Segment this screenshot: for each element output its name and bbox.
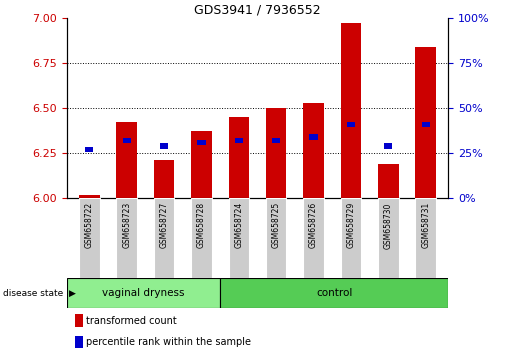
Bar [416, 47, 436, 198]
Bar [347, 121, 355, 127]
Bar [197, 139, 205, 145]
Text: GSM658726: GSM658726 [309, 202, 318, 249]
Bar [229, 117, 249, 198]
Text: transformed count: transformed count [86, 316, 177, 326]
Bar [229, 198, 249, 278]
Bar [303, 103, 324, 198]
Text: vaginal dryness: vaginal dryness [102, 288, 185, 298]
Bar [191, 198, 212, 278]
Text: GSM658723: GSM658723 [122, 202, 131, 249]
Bar [154, 160, 175, 198]
Bar [421, 121, 430, 127]
Text: GSM658725: GSM658725 [272, 202, 281, 249]
Bar [79, 195, 99, 198]
Bar [340, 198, 361, 278]
Bar [378, 198, 399, 278]
Bar [154, 198, 175, 278]
Bar [85, 147, 94, 152]
Text: GSM658729: GSM658729 [347, 202, 355, 249]
Text: GSM658731: GSM658731 [421, 202, 430, 249]
Bar [235, 138, 243, 143]
Text: GSM658730: GSM658730 [384, 202, 393, 249]
Text: GSM658728: GSM658728 [197, 202, 206, 249]
Bar [266, 198, 286, 278]
Bar [416, 198, 436, 278]
Text: percentile rank within the sample: percentile rank within the sample [86, 337, 251, 347]
Bar [75, 314, 83, 327]
Bar [160, 143, 168, 149]
Title: GDS3941 / 7936552: GDS3941 / 7936552 [194, 4, 321, 17]
Text: disease state  ▶: disease state ▶ [3, 289, 76, 297]
Bar [116, 198, 137, 278]
Bar [310, 134, 318, 139]
Bar [272, 138, 280, 143]
Bar [116, 122, 137, 198]
Text: GSM658724: GSM658724 [234, 202, 243, 249]
Bar [340, 23, 361, 198]
Bar [384, 143, 392, 149]
Bar [123, 138, 131, 143]
Bar [266, 108, 286, 198]
Bar [79, 198, 99, 278]
Bar [67, 278, 220, 308]
Bar [378, 164, 399, 198]
Bar [191, 131, 212, 198]
Bar [220, 278, 448, 308]
Text: GSM658722: GSM658722 [85, 202, 94, 249]
Text: GSM658727: GSM658727 [160, 202, 168, 249]
Text: control: control [316, 288, 352, 298]
Bar [303, 198, 324, 278]
Bar [75, 336, 83, 348]
